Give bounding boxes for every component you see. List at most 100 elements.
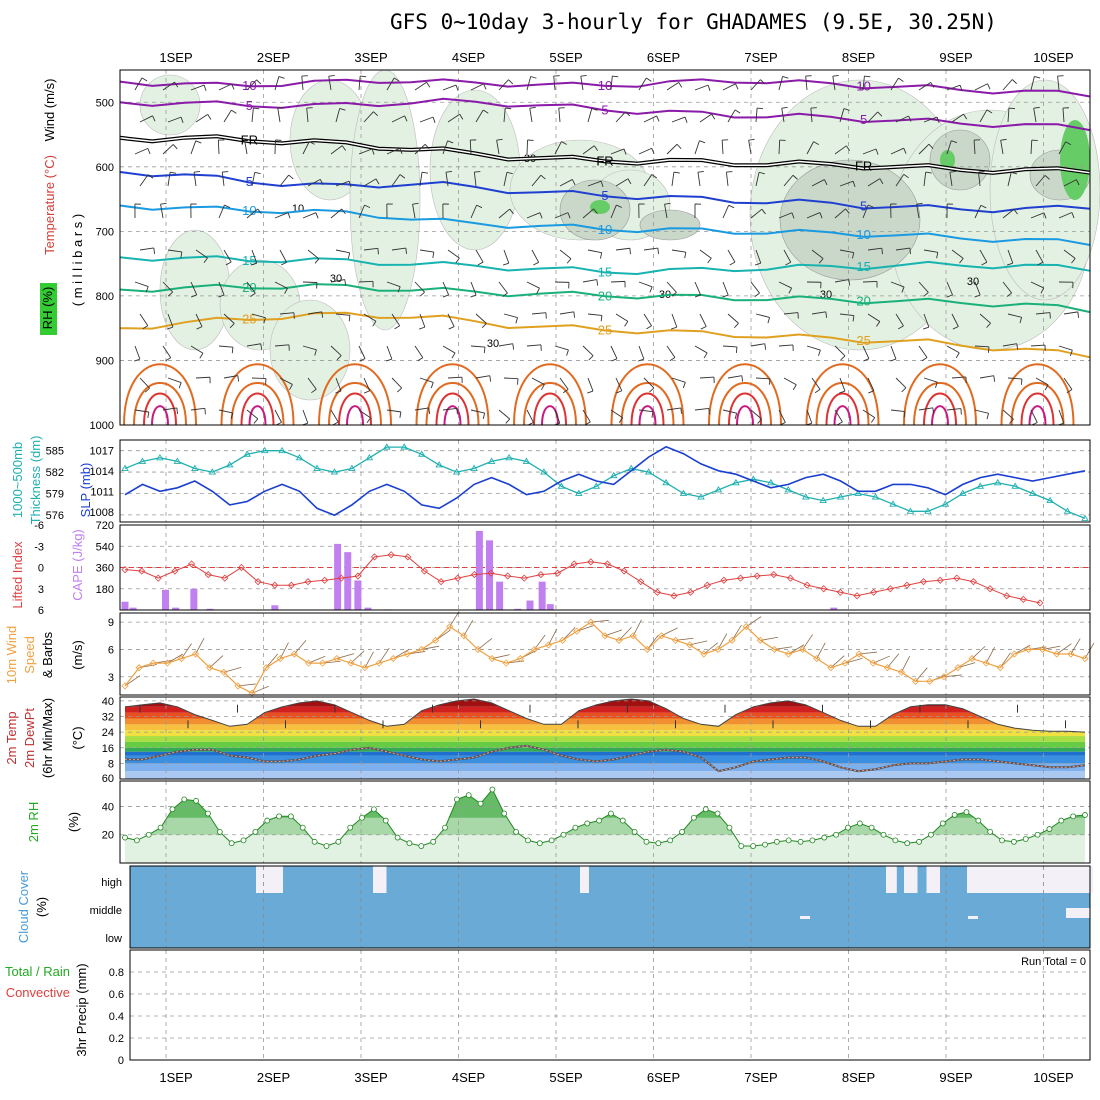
wind-barb-feather	[533, 261, 539, 266]
rh-legend-swatch	[40, 283, 57, 335]
wind-speed-point	[615, 636, 623, 644]
wind-barb-feather	[656, 115, 660, 122]
lifted-index-point	[1036, 599, 1044, 607]
wind-barb-feather	[372, 321, 377, 327]
wind-speed-point	[1024, 645, 1033, 654]
lifted-index-point	[836, 588, 844, 596]
thickness-point	[976, 482, 985, 489]
wind-speed-point	[516, 654, 524, 663]
wind-barb	[162, 407, 177, 411]
surface-barb	[971, 645, 986, 659]
wind-barb-feather	[405, 247, 407, 255]
thickness-point	[505, 453, 513, 461]
wind-speed-point	[276, 654, 284, 663]
wind-barb	[778, 139, 781, 155]
surface-barb	[1084, 642, 1095, 659]
wind-barb-feather	[193, 171, 201, 173]
surface-barb	[802, 634, 813, 650]
pressure-tick: 700	[96, 226, 114, 238]
wind-barb	[386, 345, 393, 360]
wind-barb-feather	[908, 115, 912, 122]
lifted-index-point	[420, 567, 429, 575]
thickness-point	[487, 457, 496, 464]
wind-barb-feather	[476, 204, 483, 209]
wind-speed-point	[361, 664, 369, 672]
wind-barb-feather	[734, 322, 739, 328]
lifted-index-point	[470, 571, 478, 579]
date-label: 9SEP	[939, 1070, 972, 1085]
temp-panel: 60 8 16 24 32 40	[102, 696, 1091, 785]
wind-barb	[643, 115, 657, 123]
rh-point	[264, 817, 271, 824]
wind-barb	[414, 281, 425, 293]
thickness-point	[470, 464, 478, 471]
thickness-point	[644, 468, 653, 475]
wind-speed-point	[827, 664, 835, 672]
wind-barb-feather	[699, 140, 706, 144]
wind-barb-feather	[782, 76, 789, 79]
wind-barb-feather	[348, 181, 352, 188]
wind-barb-feather	[646, 325, 652, 330]
wind-barb	[274, 344, 289, 347]
wind-barb	[246, 281, 256, 294]
wind-barb	[1007, 172, 1012, 187]
wind-speed-point	[121, 682, 129, 690]
surface-barb	[378, 647, 390, 664]
thickness-point	[313, 464, 321, 471]
wind10-axis-label-3: & Barbs	[40, 631, 55, 678]
lifted-index-point	[121, 566, 129, 574]
wind-barb-feather	[981, 261, 988, 266]
wind-barb	[358, 204, 365, 219]
wind-barb-feather	[222, 171, 229, 173]
wind-barb	[558, 108, 561, 123]
wind-barb	[559, 249, 572, 260]
wind-barb-feather	[539, 212, 543, 219]
wind-barb	[526, 139, 529, 155]
rh-point	[892, 837, 899, 844]
rh-point	[205, 810, 211, 817]
surface-barb	[788, 644, 805, 655]
cape-bar	[526, 600, 534, 610]
wind-barb-feather	[890, 358, 897, 362]
wind-barb	[918, 407, 933, 411]
wind-barb-feather	[986, 322, 991, 328]
isotherm-line	[119, 78, 1091, 98]
wind-barb-feather	[287, 212, 291, 219]
wind-barb-feather	[788, 287, 793, 294]
wind-barb	[167, 116, 182, 123]
wind-barb-feather	[288, 174, 294, 180]
cloud-axis-label: Cloud Cover	[16, 870, 31, 943]
wind-barb-feather	[341, 208, 346, 214]
wind-barb	[1058, 345, 1073, 351]
wind-barb	[974, 281, 981, 296]
cloud-panel: high middle low	[90, 865, 1093, 949]
wind-barb	[190, 140, 197, 155]
bottom-date-axis: 1SEP 2SEP 3SEP 4SEP 5SEP 6SEP 7SEP 8SEP 9SEP 10SE…	[159, 1070, 1073, 1085]
temp-band	[125, 736, 1085, 742]
wind-speed-point	[304, 659, 313, 667]
wind-barb-feather	[843, 108, 850, 111]
wind-barb	[638, 281, 653, 288]
rh-point	[335, 838, 342, 845]
wind-speed-point	[488, 654, 496, 663]
cloud-row-label: low	[105, 933, 122, 945]
surface-contour	[248, 405, 267, 426]
wind-barb-feather	[923, 292, 929, 297]
wind-barb-feather	[819, 212, 823, 219]
lifted-index-point	[321, 576, 329, 584]
surface-contour	[708, 363, 782, 426]
wind-barb	[526, 281, 540, 289]
wind-barb	[810, 108, 813, 123]
wind-barb-feather	[153, 247, 155, 254]
wind-barb	[1002, 343, 1017, 347]
wind-barb	[806, 141, 814, 155]
wind-barb	[419, 249, 434, 253]
wind-barb	[358, 409, 371, 419]
wind-barb	[587, 108, 593, 123]
wind-speed-point	[389, 654, 397, 663]
rh-point	[382, 817, 389, 824]
wind-barb-feather	[707, 84, 711, 91]
wind-barb	[412, 204, 416, 219]
wind-barb	[582, 208, 594, 219]
wind-barb-feather	[616, 390, 622, 394]
